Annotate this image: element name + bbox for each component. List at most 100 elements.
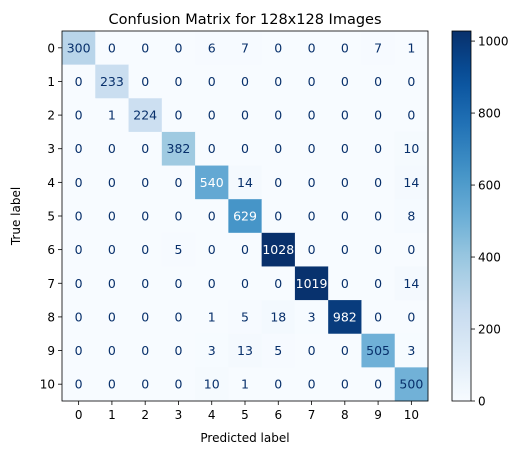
heatmap-cell — [128, 31, 163, 66]
heatmap-cell — [128, 131, 163, 166]
heatmap-cell — [161, 232, 196, 267]
cell-value-label: 0 — [374, 309, 382, 324]
y-tick-label: 2 — [47, 109, 55, 123]
cell-value-label: 0 — [308, 175, 316, 190]
cell-value-label: 0 — [407, 309, 415, 324]
cell-value-label: 0 — [274, 74, 282, 89]
x-tick-label: 7 — [308, 408, 316, 422]
heatmap-cell — [261, 300, 296, 335]
cell-value-label: 0 — [374, 377, 382, 392]
x-tick-label: 0 — [75, 408, 83, 422]
heatmap-cell — [128, 232, 163, 267]
cell-value-label: 5 — [241, 309, 249, 324]
heatmap-cells — [62, 31, 429, 402]
heatmap-cell — [62, 31, 96, 66]
heatmap-cell — [62, 64, 96, 99]
cell-value-label: 0 — [407, 74, 415, 89]
x-axis-label: Predicted label — [200, 431, 289, 445]
cell-value-label: 0 — [141, 141, 149, 156]
cell-value-label: 0 — [75, 74, 83, 89]
cell-value-label: 0 — [108, 343, 116, 358]
heatmap-cell — [128, 98, 163, 133]
cell-value-label: 0 — [75, 343, 83, 358]
heatmap-cell — [228, 300, 263, 335]
x-tick-label: 3 — [175, 408, 183, 422]
cell-value-label: 0 — [174, 74, 182, 89]
cell-value-label: 0 — [108, 141, 116, 156]
heatmap-cell — [228, 31, 263, 66]
heatmap-cell — [328, 98, 362, 133]
x-tick-label: 10 — [404, 408, 419, 422]
heatmap-cell — [95, 98, 129, 133]
heatmap-cell — [394, 232, 429, 267]
y-tick-label: 10 — [40, 378, 55, 392]
heatmap-cell — [361, 232, 396, 267]
colorbar-tick-label: 800 — [478, 107, 501, 121]
colorbar-tick-label: 400 — [478, 251, 501, 265]
heatmap-cell — [128, 367, 163, 402]
heatmap-cell — [161, 300, 196, 335]
heatmap-cell — [328, 300, 362, 335]
cell-value-label: 0 — [75, 175, 83, 190]
cell-value-label: 0 — [141, 276, 149, 291]
heatmap-cell — [261, 333, 296, 368]
cell-value-label: 0 — [407, 242, 415, 257]
heatmap-cell — [228, 333, 263, 368]
heatmap-cell — [228, 232, 263, 267]
heatmap-cell — [62, 266, 96, 301]
cell-value-label: 0 — [374, 242, 382, 257]
cell-value-label: 382 — [167, 141, 191, 156]
cell-value-label: 3 — [308, 309, 316, 324]
cell-value-label: 0 — [141, 343, 149, 358]
heatmap-cell — [361, 31, 396, 66]
cell-value-label: 0 — [341, 343, 349, 358]
cell-value-label: 1 — [241, 377, 249, 392]
cell-value-label: 0 — [374, 276, 382, 291]
heatmap-cell — [328, 165, 362, 200]
heatmap-cell — [95, 300, 129, 335]
heatmap-cell — [294, 367, 329, 402]
heatmap-cell — [95, 367, 129, 402]
cell-value-label: 0 — [341, 108, 349, 123]
cell-value-label: 0 — [141, 74, 149, 89]
cell-value-label: 0 — [308, 141, 316, 156]
heatmap-cell — [328, 333, 362, 368]
heatmap-cell — [195, 31, 229, 66]
heatmap-cell — [394, 266, 429, 301]
heatmap-cell — [95, 266, 129, 301]
cell-value-label: 0 — [75, 276, 83, 291]
heatmap-cell — [361, 266, 396, 301]
cell-value-label: 0 — [108, 276, 116, 291]
heatmap-cell — [361, 64, 396, 99]
cell-value-label: 1 — [208, 309, 216, 324]
heatmap-cell — [361, 199, 396, 234]
x-tick-label: 1 — [108, 408, 116, 422]
heatmap-cell — [328, 64, 362, 99]
cell-value-label: 0 — [374, 175, 382, 190]
heatmap-cell — [394, 300, 429, 335]
x-tick-label: 2 — [141, 408, 149, 422]
heatmap-cell — [361, 165, 396, 200]
heatmap-cell — [128, 300, 163, 335]
cell-value-label: 0 — [374, 209, 382, 224]
heatmap-cell — [62, 300, 96, 335]
cell-value-label: 0 — [374, 141, 382, 156]
cell-value-label: 1 — [108, 108, 116, 123]
cell-value-label: 0 — [341, 209, 349, 224]
colorbar — [451, 30, 472, 402]
cell-value-label: 0 — [241, 74, 249, 89]
cell-value-label: 0 — [341, 141, 349, 156]
cell-value-label: 0 — [75, 141, 83, 156]
heatmap-cell — [128, 199, 163, 234]
heatmap-cell — [95, 199, 129, 234]
heatmap-cell — [394, 199, 429, 234]
cell-value-label: 0 — [274, 175, 282, 190]
x-axis-ticks: 0 1 2 3 4 5 6 7 8 9 10 — [75, 401, 419, 422]
cell-value-label: 0 — [208, 141, 216, 156]
cell-value-label: 0 — [174, 175, 182, 190]
heatmap-cell — [361, 98, 396, 133]
heatmap-cell — [228, 199, 263, 234]
cell-value-label: 0 — [141, 242, 149, 257]
heatmap-cell — [161, 64, 196, 99]
cell-value-label: 0 — [241, 108, 249, 123]
